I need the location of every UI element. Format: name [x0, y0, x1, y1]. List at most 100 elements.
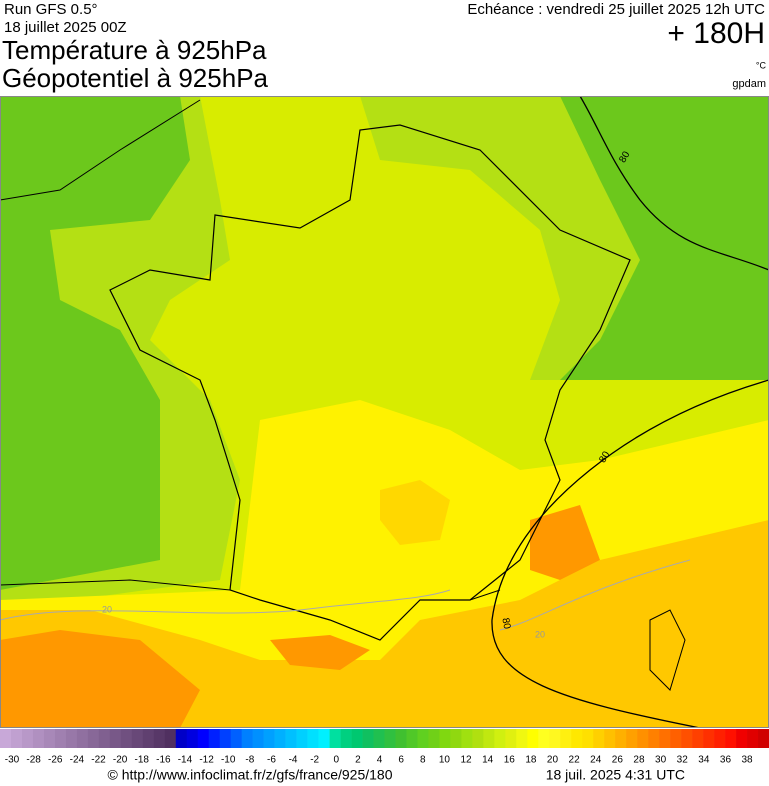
scale-swatch — [659, 729, 671, 748]
scale-swatch — [417, 729, 429, 748]
scale-tick-label: -20 — [113, 755, 128, 766]
scale-swatch — [428, 729, 440, 748]
scale-tick-label: 36 — [720, 755, 732, 766]
scale-tick-label: -22 — [91, 755, 106, 766]
scale-swatch — [164, 729, 177, 748]
scale-swatch — [714, 729, 726, 748]
scale-swatch — [516, 729, 528, 748]
scale-swatch — [538, 729, 550, 748]
scale-swatch — [318, 729, 330, 748]
scale-swatch — [329, 729, 341, 748]
scale-swatch — [604, 729, 616, 748]
contour-label: 80 — [617, 149, 632, 165]
run-date: 18 juillet 2025 00Z — [4, 19, 127, 36]
scale-swatch — [571, 729, 583, 748]
scale-swatch — [263, 729, 275, 748]
scale-swatch — [461, 729, 473, 748]
scale-tick-label: 12 — [460, 755, 472, 766]
scale-swatch — [758, 729, 769, 748]
generated-time: 18 juil. 2025 4:31 UTC — [546, 767, 685, 783]
scale-swatch — [98, 729, 111, 748]
scale-tick-label: 0 — [334, 755, 340, 766]
scale-tick-label: 20 — [547, 755, 559, 766]
scale-tick-label: 6 — [398, 755, 404, 766]
unit-geo: gpdam — [732, 78, 766, 90]
scale-swatch — [505, 729, 517, 748]
scale-swatch — [54, 729, 67, 748]
scale-swatch — [626, 729, 638, 748]
scale-tick-label: -10 — [221, 755, 236, 766]
scale-tick-label: 26 — [612, 755, 624, 766]
scale-swatch — [186, 729, 199, 748]
scale-swatch — [406, 729, 418, 748]
scale-swatch — [219, 729, 231, 748]
scale-swatch — [351, 729, 363, 748]
scale-swatch — [637, 729, 649, 748]
scale-swatch — [65, 729, 78, 748]
scale-swatch — [560, 729, 572, 748]
scale-swatch — [252, 729, 264, 748]
scale-swatch — [648, 729, 660, 748]
scale-swatch — [692, 729, 704, 748]
scale-tick-label: -6 — [267, 755, 276, 766]
scale-swatch — [208, 729, 221, 748]
scale-tick-label: -30 — [5, 755, 20, 766]
scale-swatch — [439, 729, 451, 748]
scale-swatch — [615, 729, 627, 748]
scale-tick-label: 34 — [698, 755, 710, 766]
scale-swatch — [384, 729, 396, 748]
color-scale: -30 -28 -26 -24 -22 -20 -18 -16 -14 -12 -10 -8 -6 -4-… — [0, 729, 769, 766]
scale-swatch — [582, 729, 594, 748]
scale-swatch — [241, 729, 253, 748]
scale-swatch — [549, 729, 561, 748]
title-temp: Température à 925hPa — [2, 35, 267, 65]
field-orange — [270, 635, 370, 670]
scale-swatch — [494, 729, 506, 748]
scale-swatch — [120, 729, 133, 748]
scale-tick-label: -8 — [245, 755, 254, 766]
scale-swatch — [362, 729, 374, 748]
scale-swatch — [76, 729, 89, 748]
scale-tick-label: -4 — [289, 755, 298, 766]
scale-swatch — [450, 729, 462, 748]
scale-tick-label: -18 — [134, 755, 149, 766]
field-orange-light — [0, 520, 769, 728]
scale-tick-label: 18 — [525, 755, 537, 766]
scale-tick-label: -28 — [26, 755, 41, 766]
scale-swatch — [736, 729, 748, 748]
scale-tick-label: 38 — [742, 755, 754, 766]
source: © http://www.infoclimat.fr/z/gfs/france/… — [108, 767, 393, 783]
field-orange — [0, 630, 200, 728]
scale-tick-label: 22 — [569, 755, 581, 766]
contour-label: 80 — [499, 617, 512, 630]
title-geo: Géopotentiel à 925hPa — [2, 63, 269, 93]
scale-swatch — [340, 729, 352, 748]
scale-tick-label: 4 — [377, 755, 383, 766]
scale-swatch — [395, 729, 407, 748]
scale-tick-label: 2 — [355, 755, 361, 766]
contour-line — [579, 96, 769, 271]
scale-swatch — [43, 729, 56, 748]
scale-tick-label: 8 — [420, 755, 426, 766]
scale-swatch — [373, 729, 385, 748]
scale-tick-label: -12 — [199, 755, 214, 766]
contour-line — [491, 379, 769, 728]
scale-swatch — [87, 729, 100, 748]
scale-tick-label: -26 — [48, 755, 63, 766]
scale-tick-label: 14 — [482, 755, 494, 766]
scale-swatch — [747, 729, 759, 748]
scale-swatch — [296, 729, 308, 748]
scale-tick-label: 10 — [439, 755, 451, 766]
scale-tick-label: 32 — [677, 755, 689, 766]
scale-swatch — [197, 729, 210, 748]
scale-tick-label: 30 — [655, 755, 667, 766]
scale-swatch — [131, 729, 144, 748]
scale-tick-label: -16 — [156, 755, 171, 766]
valid-time: Echéance : vendredi 25 juillet 2025 12h … — [467, 1, 765, 18]
scale-tick-label: 16 — [504, 755, 516, 766]
scale-tick-label: -14 — [178, 755, 193, 766]
scale-swatch — [32, 729, 45, 748]
scale-swatch — [274, 729, 286, 748]
scale-swatch — [109, 729, 122, 748]
